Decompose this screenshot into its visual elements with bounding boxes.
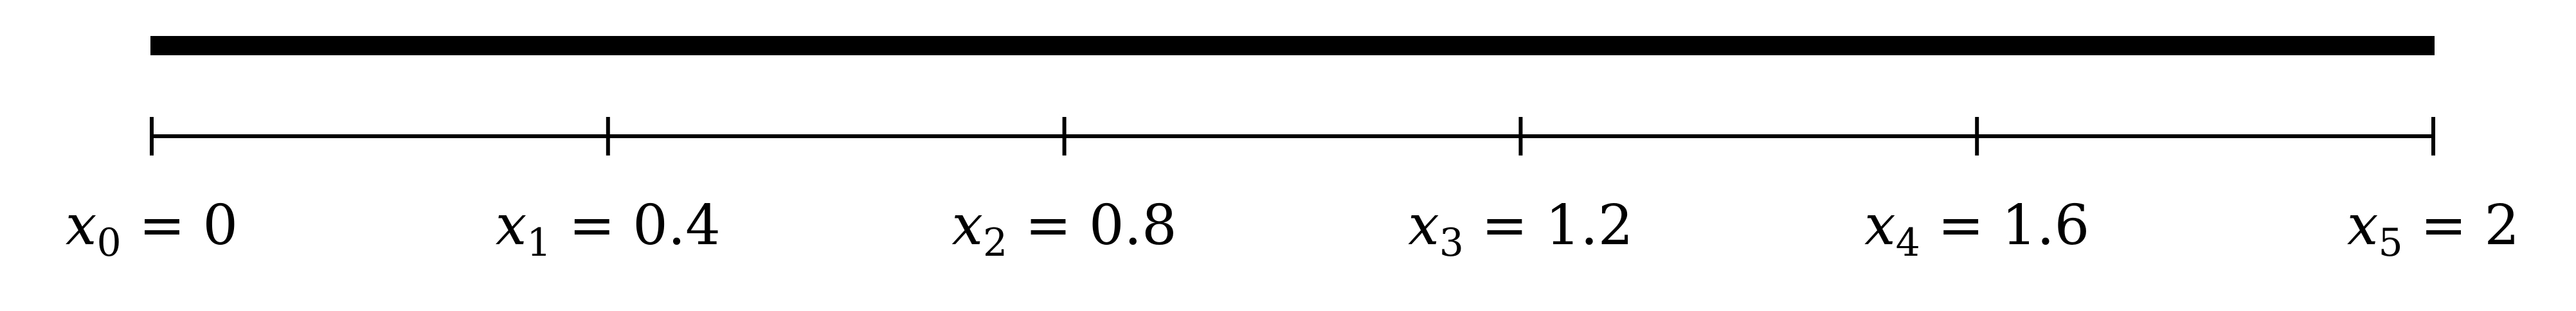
node-index: 1 [527,220,551,265]
node-value: = 0.8 [1007,193,1177,258]
node-symbol: x [951,193,983,258]
node-value: = 0 [122,193,238,258]
node-symbol: x [2347,193,2379,258]
node-labels: x0 = 0 x1 = 0.4 x2 = 0.8 x3 = 1.2 x4 = 1.6 x5… [66,193,2519,265]
node-index: 2 [983,220,1007,265]
node-label-x0: x0 = 0 [66,193,238,265]
node-index: 0 [96,220,121,265]
node-value: = 2 [2403,193,2519,258]
node-label-x5: x5 = 2 [2347,193,2519,265]
node-label-x3: x3 = 1.2 [1408,193,1633,265]
node-value: = 0.4 [551,193,721,258]
node-value: = 1.2 [1464,193,1634,258]
node-label-x2: x2 = 0.8 [951,193,1176,265]
node-label-x1: x1 = 0.4 [496,193,721,265]
node-symbol: x [1408,193,1439,258]
node-index: 4 [1896,220,1920,265]
node-index: 3 [1439,220,1464,265]
domain-bar [150,36,2435,55]
tick-marks [150,117,2435,156]
node-symbol: x [66,193,97,258]
node-symbol: x [496,193,527,258]
node-symbol: x [1864,193,1896,258]
node-label-x4: x4 = 1.6 [1864,193,2089,265]
node-value: = 1.6 [1920,193,2090,258]
node-index: 5 [2378,220,2402,265]
